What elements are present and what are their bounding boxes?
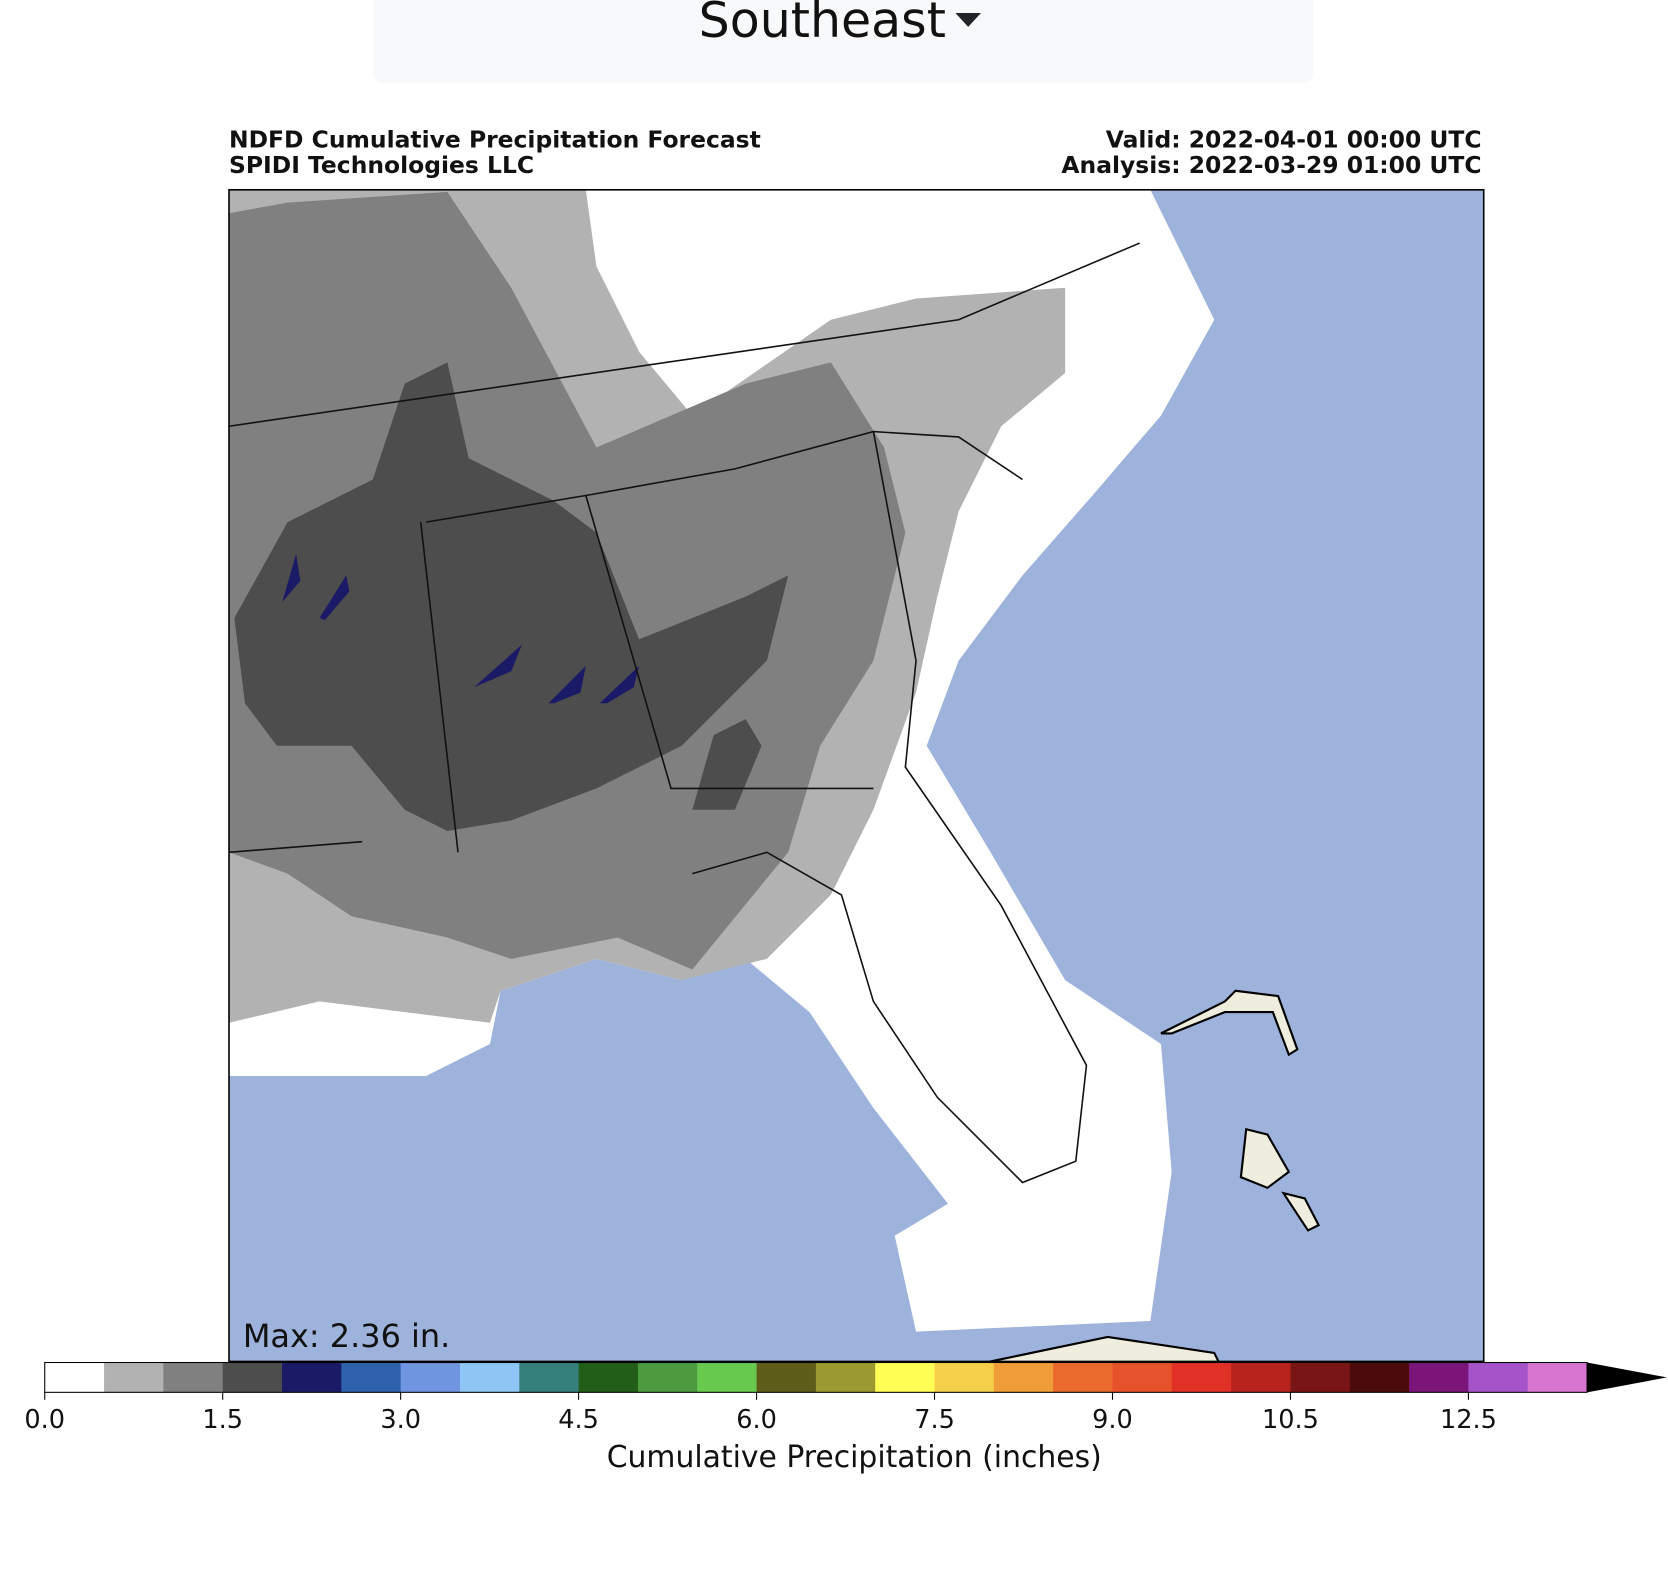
colorbar-bin bbox=[282, 1362, 342, 1393]
colorbar-bin bbox=[993, 1362, 1054, 1393]
state-borders bbox=[229, 242, 1141, 1184]
valid-time: Valid: 2022-04-01 00:00 UTC bbox=[1106, 125, 1482, 153]
colorbar-bin bbox=[637, 1362, 698, 1393]
colorbar-tick-label: 6.0 bbox=[736, 1405, 777, 1435]
colorbar-bin bbox=[1290, 1362, 1351, 1393]
colorbar-bin bbox=[1231, 1362, 1291, 1393]
island bbox=[989, 1335, 1220, 1362]
colorbar-bin bbox=[934, 1362, 995, 1393]
colorbar-bin bbox=[1171, 1362, 1232, 1393]
colorbar-bin bbox=[459, 1362, 520, 1393]
colorbar-bin bbox=[519, 1362, 580, 1393]
colorbar: Cumulative Precipitation (inches) 0.0 1.5… bbox=[24, 1361, 1667, 1475]
colorbar-bin bbox=[1409, 1362, 1469, 1393]
colorbar-bin bbox=[1349, 1362, 1410, 1393]
colorbar-frame bbox=[44, 1361, 1588, 1393]
land-dark-gray bbox=[692, 719, 762, 810]
colorbar-bin bbox=[400, 1362, 461, 1393]
map-source: SPIDI Technologies LLC bbox=[229, 151, 534, 179]
max-label: Max: 2.36 in. bbox=[243, 1317, 450, 1355]
colorbar-tick-label: 9.0 bbox=[1092, 1405, 1133, 1435]
colorbar-tick-label: 1.5 bbox=[202, 1405, 243, 1435]
colorbar-bin bbox=[341, 1362, 402, 1393]
island bbox=[1160, 989, 1299, 1057]
colorbar-tick-label: 0.0 bbox=[24, 1405, 65, 1435]
colorbar-extend bbox=[1587, 1362, 1667, 1393]
colorbar-bin bbox=[1468, 1362, 1529, 1393]
colorbar-bin bbox=[163, 1362, 224, 1393]
island bbox=[1239, 1127, 1321, 1232]
map-title: NDFD Cumulative Precipitation Forecast bbox=[229, 125, 761, 153]
map: Max: 2.36 in. bbox=[228, 188, 1485, 1363]
colorbar-bin bbox=[1527, 1362, 1588, 1393]
colorbar-bin bbox=[1112, 1362, 1173, 1393]
colorbar-bin bbox=[697, 1362, 758, 1393]
colorbar-label: Cumulative Precipitation (inches) bbox=[607, 1440, 1102, 1475]
dropdown-caret[interactable] bbox=[955, 12, 981, 27]
colorbar-tick-label: 4.5 bbox=[558, 1405, 599, 1435]
colorbar-bin bbox=[578, 1362, 639, 1393]
colorbar-bin bbox=[104, 1362, 164, 1393]
colorbar-tick-label: 12.5 bbox=[1440, 1405, 1497, 1435]
colorbar-bin bbox=[222, 1362, 283, 1393]
analysis-time: Analysis: 2022-03-29 01:00 UTC bbox=[1061, 151, 1481, 179]
colorbar-bin bbox=[44, 1362, 105, 1393]
colorbar-tick-label: 3.0 bbox=[380, 1405, 421, 1435]
colorbar-bin bbox=[1053, 1362, 1114, 1393]
dropdown-box[interactable] bbox=[372, 0, 1314, 84]
region-dropdown[interactable]: Southeast bbox=[372, 0, 1314, 84]
dropdown-label[interactable]: Southeast bbox=[699, 0, 946, 49]
colorbar-bin bbox=[875, 1362, 936, 1393]
colorbar-tick-label: 7.5 bbox=[914, 1405, 955, 1435]
colorbar-bin bbox=[756, 1362, 817, 1393]
colorbar-tick-label: 10.5 bbox=[1262, 1405, 1319, 1435]
map-frame bbox=[228, 188, 1485, 1363]
colorbar-bin bbox=[815, 1362, 876, 1393]
